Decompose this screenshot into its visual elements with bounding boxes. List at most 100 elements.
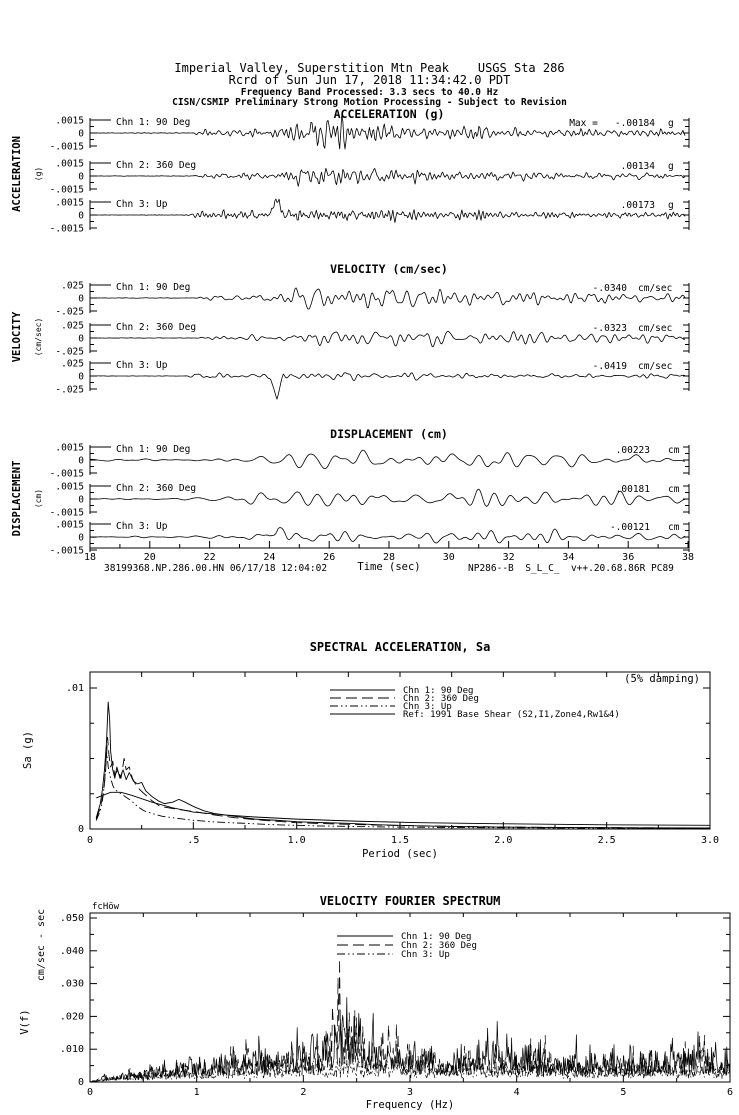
fourier-title: VELOCITY FOURIER SPECTRUM bbox=[320, 894, 501, 908]
x-tick-label: 3 bbox=[407, 1087, 413, 1098]
y-tick-label: -.025 bbox=[55, 385, 84, 396]
fourier-series-3 bbox=[89, 1051, 731, 1083]
sa-y-axis-label: Sa (g) bbox=[22, 731, 34, 769]
velocity-channel-1: .025 0 -.025 Chn 1: 90 Deg -.0340 cm/sec bbox=[55, 281, 690, 318]
time-axis: 18 20 22 24 26 28 30 32 34 36 38 bbox=[84, 541, 694, 563]
waveform-acceleration-chn3 bbox=[89, 198, 686, 223]
y-tick-label: .020 bbox=[60, 1011, 84, 1022]
legend-label: Chn 2: 360 Deg bbox=[401, 941, 477, 951]
peak-unit: cm bbox=[668, 522, 680, 533]
y-tick-label: .025 bbox=[61, 321, 84, 332]
y-tick-label: 0 bbox=[78, 211, 84, 222]
velocity-channel-3: .025 0 -.025 Chn 3: Up -.0419 cm/sec bbox=[55, 359, 690, 400]
right-scale-bracket bbox=[683, 323, 690, 353]
x-tick-label: .5 bbox=[187, 835, 199, 846]
right-scale-bracket bbox=[683, 484, 690, 514]
channel-label: Chn 3: Up bbox=[116, 199, 168, 210]
x-tick-label: 24 bbox=[263, 552, 275, 563]
peak-value: Max = -.00184 bbox=[569, 118, 655, 129]
waveform-acceleration-chn2 bbox=[89, 167, 686, 187]
y-tick-label: 0 bbox=[78, 294, 84, 305]
peak-value: -.0323 bbox=[593, 323, 627, 334]
x-tick-label: 22 bbox=[204, 552, 216, 563]
processing-disclaimer: CISN/CSMIP Preliminary Strong Motion Pro… bbox=[172, 97, 567, 108]
y-tick-label: -.0015 bbox=[50, 469, 84, 480]
sa-series-3 bbox=[95, 750, 711, 829]
x-tick-label: 1 bbox=[194, 1087, 200, 1098]
x-tick-label: 20 bbox=[144, 552, 156, 563]
channel-label: Chn 2: 360 Deg bbox=[116, 160, 196, 171]
y-tick-label: .0015 bbox=[55, 520, 84, 531]
sa-title: SPECTRAL ACCELERATION, Sa bbox=[310, 640, 491, 654]
panel-title: VELOCITY (cm/sec) bbox=[330, 262, 448, 276]
spectral-acceleration-figure: SPECTRAL ACCELERATION, Sa (5% damping) S… bbox=[22, 640, 719, 860]
right-scale-bracket bbox=[683, 161, 690, 191]
peak-value: -.0340 bbox=[593, 283, 628, 294]
x-tick-label: 18 bbox=[84, 552, 96, 563]
peak-unit: cm/sec bbox=[638, 361, 672, 372]
y-tick-label: .0015 bbox=[55, 116, 84, 127]
peak-value: -.0419 bbox=[593, 361, 628, 372]
x-tick-label: 26 bbox=[323, 552, 335, 563]
legend-label: Chn 3: Up bbox=[403, 702, 452, 712]
y-tick-label: .025 bbox=[61, 359, 84, 370]
right-scale-bracket bbox=[683, 361, 690, 391]
x-tick-label: 36 bbox=[622, 552, 634, 563]
peak-value: .00134 bbox=[621, 161, 656, 172]
y-tick-label: 0 bbox=[78, 824, 84, 835]
x-tick-label: 4 bbox=[514, 1087, 520, 1098]
plot-frame bbox=[89, 671, 711, 830]
fourier-content: .050 .040 .030 .020 .010 00 1 2 3 4 5 6 Chn 1: 90 De… bbox=[60, 912, 733, 1098]
acceleration-channel-1: .0015 0 -.0015 Chn 1: 90 Deg Max = -.00184 g bbox=[50, 113, 690, 153]
x-tick-label: 5 bbox=[620, 1087, 626, 1098]
waveform-acceleration-chn1 bbox=[89, 113, 686, 150]
x-tick-label: 34 bbox=[562, 552, 574, 563]
waveform-velocity-chn3 bbox=[89, 372, 686, 400]
right-scale-bracket bbox=[683, 118, 690, 148]
filter-corner-label: fcHöw bbox=[92, 902, 120, 912]
x-tick-label: 2.0 bbox=[494, 835, 512, 846]
y-tick-label: .0015 bbox=[55, 482, 84, 493]
y-tick-label: 0 bbox=[78, 372, 84, 383]
fourier-spectrum-figure: VELOCITY FOURIER SPECTRUM fcHöw cm/sec -… bbox=[19, 894, 733, 1111]
legend-label: Ref: 1991 Base Shear (S2,I1,Zone4,Rw1&4) bbox=[403, 710, 620, 720]
y-tick-label: .010 bbox=[60, 1044, 84, 1055]
timeseries-figure: 38199368.NP.286.00.HN 06/17/18 12:04:02 … bbox=[11, 107, 694, 574]
displacement-channel-3: .0015 0 -.0015 Chn 3: Up -.00121 cm bbox=[50, 520, 690, 557]
y-tick-label: .0015 bbox=[55, 198, 84, 209]
panel-displacement: DISPLACEMENT (cm) DISPLACEMENT (cm) .0015 0 -… bbox=[11, 427, 690, 557]
frequency-band-note: Frequency Band Processed: 3.3 secs to 40… bbox=[240, 87, 499, 98]
peak-unit: cm/sec bbox=[638, 323, 672, 334]
record-datetime: Rcrd of Sun Jun 17, 2018 11:34:42.0 PDT bbox=[228, 73, 511, 87]
x-tick-label: 0 bbox=[87, 1087, 93, 1098]
channel-y-axis bbox=[89, 445, 111, 475]
y-tick-label: 0 bbox=[78, 172, 84, 183]
x-tick-label: 2 bbox=[300, 1087, 306, 1098]
legend-label: Chn 2: 360 Deg bbox=[403, 694, 479, 704]
y-tick-label: .030 bbox=[60, 979, 84, 990]
x-tick-label: 1.0 bbox=[288, 835, 306, 846]
right-scale-bracket bbox=[683, 283, 690, 313]
waveform-velocity-chn1 bbox=[89, 287, 686, 310]
right-scale-bracket bbox=[683, 522, 690, 552]
peak-value: .00223 bbox=[616, 445, 650, 456]
processing-code-text: NP286--B S_L_C_ v++.20.68.86R PC89 bbox=[468, 563, 674, 574]
side-axis-unit: (cm) bbox=[34, 489, 43, 508]
displacement-channel-1: .0015 0 -.0015 Chn 1: 90 Deg .00223 cm bbox=[50, 443, 690, 480]
peak-unit: cm bbox=[668, 445, 680, 456]
side-axis-label: ACCELERATION bbox=[11, 136, 23, 212]
period-axis-label: Period (sec) bbox=[362, 848, 438, 860]
y-tick-label: 0 bbox=[78, 495, 84, 506]
displacement-channel-2: .0015 0 -.0015 Chn 2: 360 Deg .00181 cm bbox=[50, 482, 690, 519]
panel-title: DISPLACEMENT (cm) bbox=[330, 427, 448, 441]
record-title: Imperial Valley, Superstition Mtn Peak U… bbox=[174, 61, 565, 75]
damping-note: (5% damping) bbox=[624, 673, 700, 685]
y-tick-label: 0 bbox=[78, 129, 84, 140]
y-tick-label: .01 bbox=[66, 683, 84, 694]
right-scale-bracket bbox=[683, 445, 690, 475]
peak-value: -.00121 bbox=[610, 522, 650, 533]
peak-unit: cm/sec bbox=[638, 283, 672, 294]
acceleration-channel-3: .0015 0 -.0015 Chn 3: Up .00173 g bbox=[50, 198, 690, 235]
x-tick-label: 32 bbox=[503, 552, 515, 563]
timeseries-content: ACCELERATION (g) ACCELERATION (g) .0015 0 -.0… bbox=[11, 107, 694, 563]
